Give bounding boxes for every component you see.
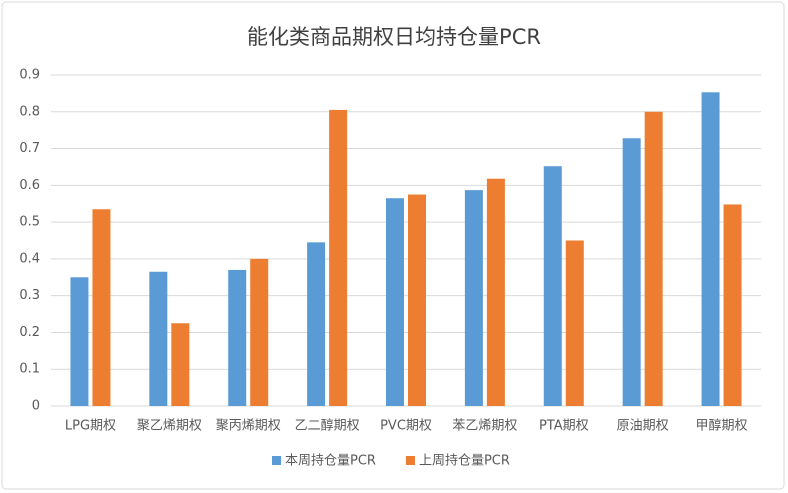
y-tick-label: 0.2 — [19, 325, 40, 340]
bar — [408, 194, 426, 406]
y-tick-label: 0.4 — [19, 251, 40, 266]
bar — [723, 204, 742, 406]
chart-title: 能化类商品期权日均持仓量PCR — [247, 25, 541, 49]
legend-label: 本周持仓量PCR — [285, 454, 376, 469]
bar — [464, 190, 483, 406]
bar — [92, 209, 111, 406]
x-tick-label: 聚乙烯期权 — [137, 418, 202, 434]
bar — [228, 269, 247, 406]
legend-label: 上周持仓量PCR — [419, 454, 510, 469]
bar — [307, 242, 326, 406]
y-tick-label: 0.6 — [19, 178, 40, 193]
bar — [644, 111, 663, 407]
y-tick-label: 0.1 — [19, 362, 40, 377]
bar — [171, 323, 190, 406]
bar — [70, 277, 89, 406]
legend-swatch — [405, 456, 415, 465]
bar — [622, 138, 641, 406]
bar — [250, 258, 269, 406]
bar — [149, 271, 168, 406]
bar — [543, 166, 562, 406]
x-tick-label: 苯乙烯期权 — [452, 418, 517, 434]
bar — [486, 178, 505, 406]
y-tick-label: 0 — [32, 399, 40, 414]
x-tick-label: LPG期权 — [65, 418, 116, 434]
x-tick-label: 聚丙烯期权 — [216, 418, 281, 434]
y-tick-label: 0.8 — [19, 104, 40, 119]
x-tick-label: 原油期权 — [617, 418, 669, 434]
y-tick-label: 0.9 — [19, 68, 40, 83]
bar — [329, 109, 348, 406]
bar — [701, 92, 720, 406]
bar — [386, 198, 404, 406]
x-tick-label: PTA期权 — [539, 418, 589, 434]
legend-swatch — [272, 456, 281, 465]
bar — [565, 240, 584, 406]
x-tick-label: 甲醇期权 — [696, 418, 748, 434]
y-tick-label: 0.3 — [19, 288, 40, 303]
y-tick-label: 0.5 — [19, 215, 40, 230]
y-tick-label: 0.7 — [19, 141, 40, 156]
x-tick-label: PVC期权 — [380, 418, 432, 434]
x-tick-label: 乙二醇期权 — [295, 418, 360, 434]
